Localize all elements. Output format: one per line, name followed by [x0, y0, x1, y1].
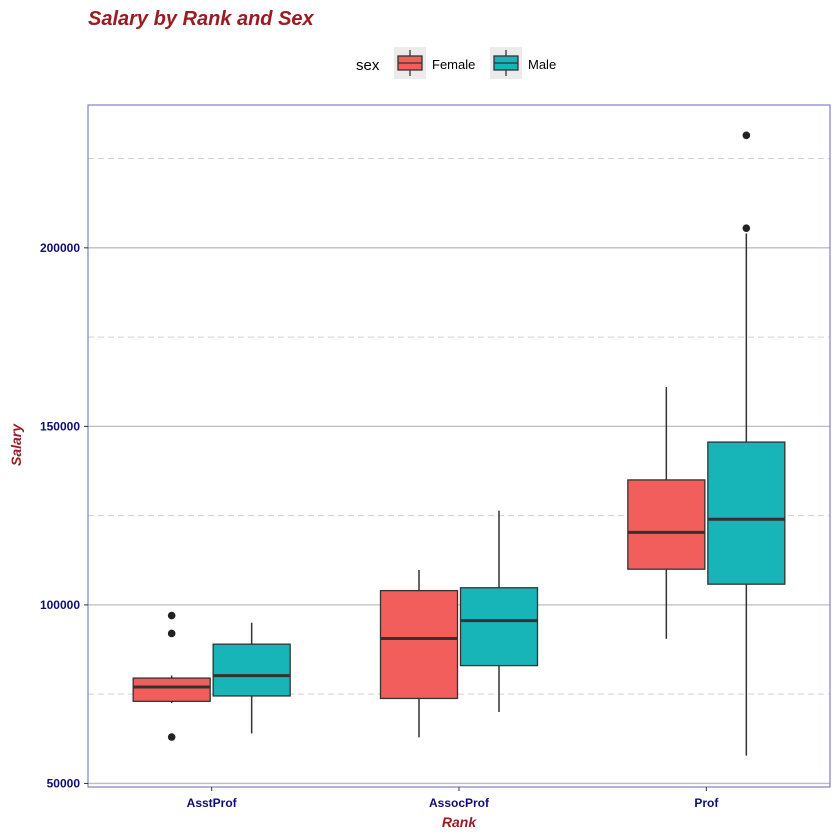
box-female-prof [627, 387, 706, 639]
legend-label-female: Female [432, 57, 475, 72]
chart-title: Salary by Rank and Sex [88, 8, 315, 30]
legend-title: sex [356, 57, 380, 74]
box-iqr [459, 587, 539, 667]
box-female-assocprof [379, 569, 459, 738]
legend: sex Female Male [356, 47, 556, 79]
x-axis-title: Rank [442, 814, 477, 830]
y-tick-label: 100000 [40, 598, 80, 612]
y-tick-label: 50000 [47, 776, 81, 790]
x-tick-label: AsstProf [187, 796, 238, 810]
legend-key-male [490, 47, 522, 79]
box-male-asstprof [212, 622, 291, 734]
plot-marks [132, 131, 786, 756]
box-male-prof [707, 131, 786, 756]
box-iqr [707, 441, 786, 585]
box-iqr [379, 589, 459, 700]
box-iqr [132, 677, 211, 702]
y-tick-label: 150000 [40, 419, 80, 433]
x-tick-label: AssocProf [429, 796, 490, 810]
outlier-point [167, 733, 176, 741]
y-axis: 50000 100000 150000 200000 [40, 241, 88, 790]
grid [88, 158, 830, 785]
y-tick-label: 200000 [40, 241, 80, 255]
outlier-point [167, 629, 176, 638]
box-iqr [627, 479, 706, 570]
x-tick-label: Prof [694, 796, 719, 810]
legend-label-male: Male [528, 57, 556, 72]
legend-key-female [394, 47, 426, 79]
outlier-point [742, 131, 751, 140]
outlier-point [742, 224, 751, 232]
box-male-assocprof [459, 510, 539, 713]
box-iqr [212, 643, 291, 697]
y-axis-title: Salary [8, 423, 24, 466]
box-female-asstprof [132, 611, 211, 741]
x-axis: AsstProf AssocProf Prof [187, 787, 719, 810]
outlier-point [167, 611, 176, 620]
